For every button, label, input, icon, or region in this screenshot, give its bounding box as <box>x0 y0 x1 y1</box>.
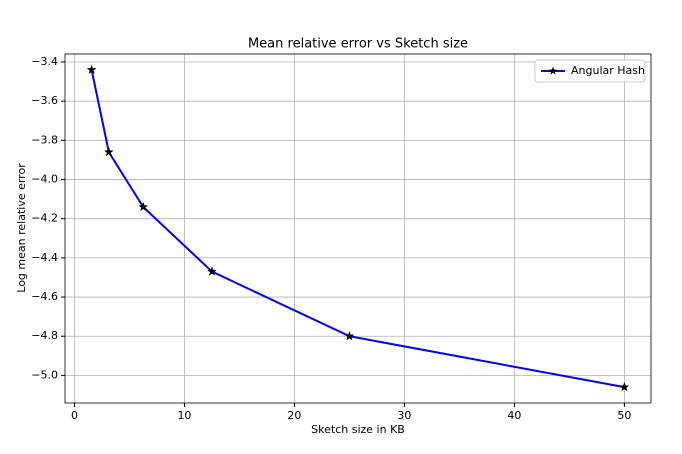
legend-marker <box>548 66 558 75</box>
plot-frame <box>64 53 652 404</box>
point <box>103 146 114 157</box>
legend-box <box>534 59 646 83</box>
y-tick-label: −4.8 <box>31 329 58 342</box>
point <box>206 266 217 276</box>
y-tick-label: −3.4 <box>31 55 58 68</box>
x-tick-label: 0 <box>71 409 78 422</box>
x-tick-label: 20 <box>287 409 301 422</box>
y-tick-label: −4.2 <box>31 212 58 225</box>
y-tick-label: −4.4 <box>31 251 58 264</box>
point <box>86 64 97 75</box>
y-tick-label: −3.8 <box>31 133 58 146</box>
x-tick-label: 30 <box>397 409 411 422</box>
legend-label: Angular Hash <box>571 64 645 77</box>
point <box>138 201 149 212</box>
x-tick-label: 40 <box>507 409 521 422</box>
point <box>344 330 355 341</box>
x-axis-label: Sketch size in KB <box>311 423 405 436</box>
point <box>619 381 630 392</box>
x-tick-label: 10 <box>177 409 191 422</box>
y-tick-label: −4.0 <box>31 173 58 186</box>
y-tick-label: −3.6 <box>31 94 58 107</box>
line <box>90 69 625 389</box>
y-tick-label: −5.0 <box>31 368 58 381</box>
x-tick-label: 50 <box>617 409 631 422</box>
chart-title: Mean relative error vs Sketch size <box>248 37 468 52</box>
y-tick-label: −4.6 <box>31 290 58 303</box>
y-axis-label: Log mean relative error <box>15 163 28 293</box>
